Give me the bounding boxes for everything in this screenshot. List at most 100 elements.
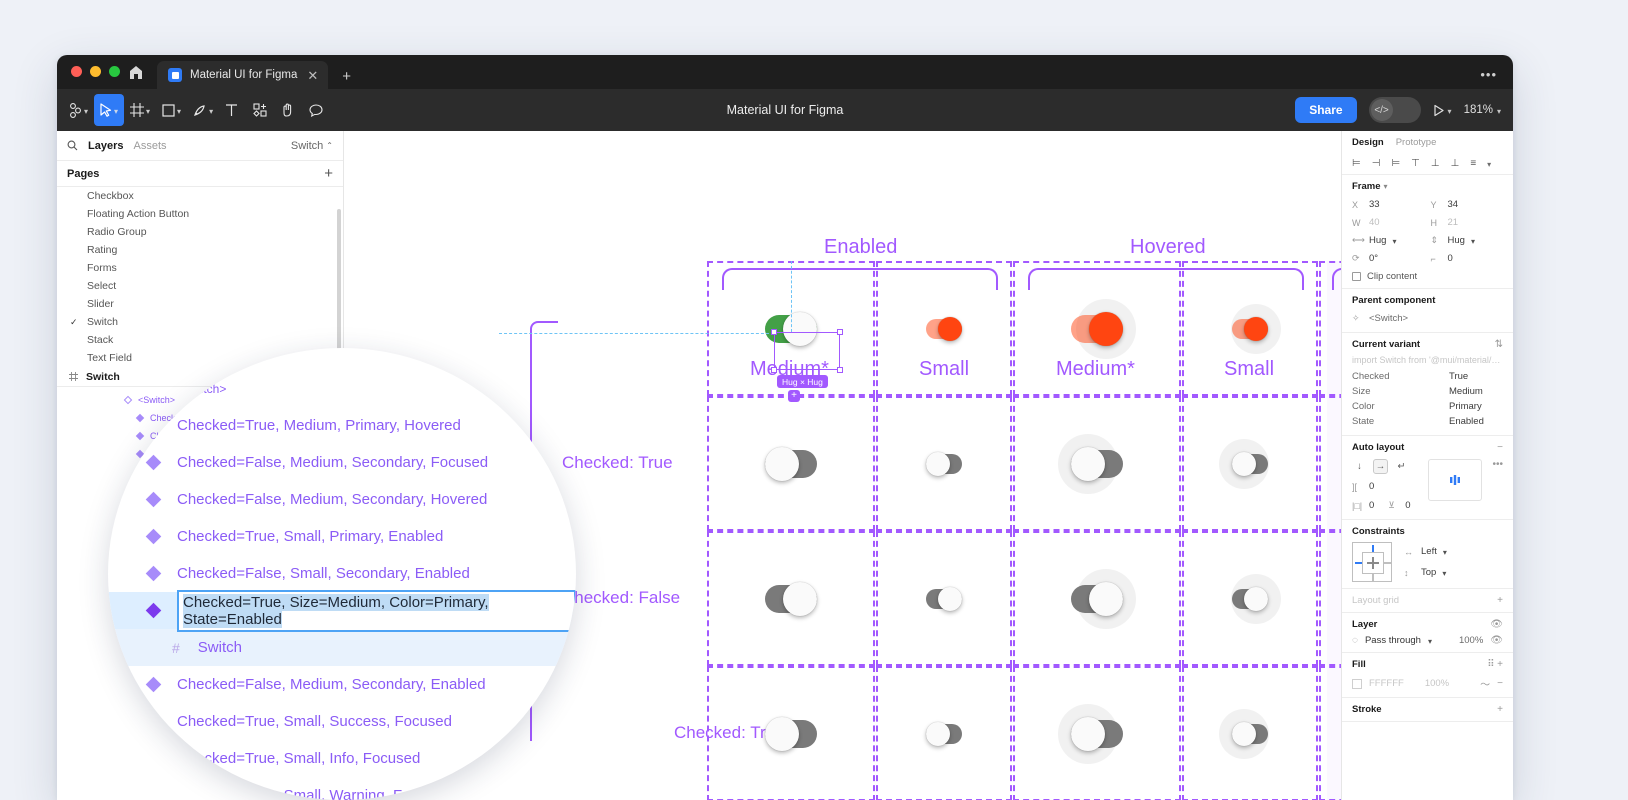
- h-field[interactable]: H 21: [1431, 215, 1504, 230]
- switch-off[interactable]: [926, 721, 962, 746]
- layers-scrollbar[interactable]: [337, 209, 341, 369]
- page-item[interactable]: Slider: [57, 295, 343, 313]
- constraint-horizontal[interactable]: ↔ Left ▾: [1404, 544, 1447, 559]
- variant-cell[interactable]: [1319, 261, 1341, 396]
- variant-cell[interactable]: [707, 531, 875, 666]
- variant-cell[interactable]: [1013, 396, 1181, 531]
- close-window-button[interactable]: [71, 66, 82, 77]
- switch-off[interactable]: [765, 446, 817, 481]
- constraint-vertical[interactable]: ↕ Top ▾: [1404, 565, 1447, 580]
- auto-layout-more-icon[interactable]: •••: [1492, 459, 1503, 470]
- fill-visibility-icon[interactable]: 〜: [1480, 680, 1491, 691]
- add-page-icon[interactable]: +: [324, 165, 333, 182]
- tab-layers[interactable]: Layers: [88, 139, 124, 152]
- chevron-down-icon[interactable]: ▾: [1442, 569, 1447, 578]
- share-button[interactable]: Share: [1295, 97, 1357, 123]
- home-icon[interactable]: [127, 64, 145, 80]
- chevron-down-icon[interactable]: ▾: [1383, 182, 1388, 191]
- align-top-icon[interactable]: ⊤: [1411, 158, 1420, 169]
- rotation-field[interactable]: ⟳ 0°: [1352, 251, 1425, 266]
- variant-cell[interactable]: [1319, 666, 1341, 800]
- add-layout-grid-icon[interactable]: +: [1497, 595, 1503, 606]
- fill-color-swatch[interactable]: [1352, 678, 1362, 689]
- page-switcher[interactable]: Switch ⌃: [290, 139, 333, 152]
- switch-thumb[interactable]: [783, 311, 817, 346]
- align-bottom-icon[interactable]: ⊥: [1450, 158, 1460, 169]
- switch-thumb[interactable]: [1244, 316, 1268, 341]
- resize-width-field[interactable]: ⟷ Hug ▾: [1352, 233, 1425, 248]
- switch-off[interactable]: [926, 451, 962, 476]
- variant-cell[interactable]: [1182, 261, 1318, 396]
- padding-horizontal-field[interactable]: |□| 0: [1352, 498, 1374, 513]
- variant-cell[interactable]: [1319, 396, 1341, 531]
- window-controls[interactable]: [71, 66, 120, 77]
- w-field[interactable]: W 40: [1352, 215, 1425, 230]
- present-button[interactable]: ▾: [1433, 104, 1452, 117]
- page-item[interactable]: Stack: [57, 331, 343, 349]
- switch-thumb[interactable]: [1089, 311, 1123, 346]
- switch-on[interactable]: [1071, 568, 1136, 629]
- variant-property-row[interactable]: Color Primary: [1352, 399, 1503, 414]
- switch-on[interactable]: [1071, 298, 1136, 359]
- page-item[interactable]: Text Field: [57, 349, 343, 367]
- chevron-down-icon[interactable]: ▾: [1470, 237, 1475, 246]
- search-icon[interactable]: [67, 140, 78, 151]
- chevron-down-icon[interactable]: ▾: [1496, 106, 1501, 116]
- minimize-window-button[interactable]: [90, 66, 101, 77]
- variant-settings-icon[interactable]: ⇅: [1494, 339, 1503, 350]
- frame-row-switch[interactable]: Switch: [57, 367, 343, 387]
- magnified-variant-layer[interactable]: Checked=True, Small, Success, Focused: [108, 703, 576, 740]
- browser-menu-icon[interactable]: •••: [1480, 67, 1497, 82]
- switch-off[interactable]: [1219, 438, 1269, 489]
- magnified-variant-layer[interactable]: Checked=False, Medium, Secondary, Hovere…: [108, 481, 576, 518]
- variant-cell[interactable]: [1182, 396, 1318, 531]
- page-item[interactable]: Checkbox: [57, 187, 343, 205]
- page-item[interactable]: Radio Group: [57, 223, 343, 241]
- selection-handle-tr[interactable]: [837, 329, 843, 335]
- gap-field[interactable]: ][ 0: [1352, 479, 1418, 494]
- layer-rename-input[interactable]: Checked=True, Size=Medium, Color=Primary…: [177, 589, 576, 632]
- switch-thumb[interactable]: [1071, 446, 1105, 481]
- switch-thumb[interactable]: [1071, 716, 1105, 751]
- switch-thumb[interactable]: [765, 446, 799, 481]
- switch-on[interactable]: [926, 586, 962, 611]
- page-item[interactable]: Rating: [57, 241, 343, 259]
- chevron-down-icon[interactable]: ▾: [209, 106, 214, 116]
- clip-content-checkbox[interactable]: [1352, 272, 1361, 281]
- chevron-down-icon[interactable]: ▾: [1392, 237, 1397, 246]
- comment-tool-icon[interactable]: [303, 94, 331, 126]
- magnified-variant-layer[interactable]: Checked=False, Small, Secondary, Enabled: [108, 555, 576, 592]
- resize-height-field[interactable]: ⇕ Hug ▾: [1431, 233, 1504, 248]
- layout-wrap-icon[interactable]: ↵: [1397, 461, 1406, 472]
- add-fill-icon[interactable]: +: [1497, 659, 1503, 670]
- variant-cell[interactable]: [876, 261, 1012, 396]
- magnified-selected-layer[interactable]: Checked=True, Size=Medium, Color=Primary…: [108, 589, 576, 632]
- align-left-icon[interactable]: ⊨: [1352, 158, 1361, 169]
- variant-property-row[interactable]: State Enabled: [1352, 414, 1503, 429]
- constraints-widget[interactable]: [1352, 542, 1392, 582]
- magnified-variant-layer[interactable]: Checked=True, Small, Info, Focused: [108, 740, 576, 777]
- tab-design[interactable]: Design: [1352, 136, 1384, 148]
- corner-radius-field[interactable]: ⌐ 0: [1431, 251, 1504, 266]
- parent-component-row[interactable]: ✧ <Switch>: [1352, 311, 1503, 326]
- selection-handle-bl[interactable]: [771, 367, 777, 373]
- page-item[interactable]: Forms: [57, 259, 343, 277]
- page-item[interactable]: ✓ Switch: [57, 313, 343, 331]
- chevron-down-icon[interactable]: ▾: [114, 106, 119, 116]
- remove-fill-icon[interactable]: −: [1497, 678, 1503, 689]
- add-stroke-icon[interactable]: +: [1497, 704, 1503, 715]
- chevron-down-icon[interactable]: ▾: [146, 106, 151, 116]
- close-icon[interactable]: ✕: [307, 67, 319, 83]
- chevron-down-icon[interactable]: ▾: [1447, 106, 1452, 116]
- magnified-variant-layer[interactable]: Checked=True, Small, Warning, Focused: [108, 777, 576, 800]
- zoom-control[interactable]: 181% ▾: [1464, 104, 1501, 116]
- switch-thumb[interactable]: [1232, 451, 1256, 476]
- switch-thumb[interactable]: [926, 451, 950, 476]
- chevron-down-icon[interactable]: ▾: [177, 106, 182, 116]
- distribute-icon[interactable]: ≡: [1470, 158, 1477, 169]
- align-horizontal-center-icon[interactable]: ⊣: [1371, 158, 1381, 169]
- switch-thumb[interactable]: [1089, 581, 1123, 616]
- magnified-component-set[interactable]: <Switch>: [108, 370, 576, 407]
- padding-vertical-field[interactable]: ⊻ 0: [1388, 498, 1410, 513]
- pen-tool-icon[interactable]: ▾: [187, 94, 219, 126]
